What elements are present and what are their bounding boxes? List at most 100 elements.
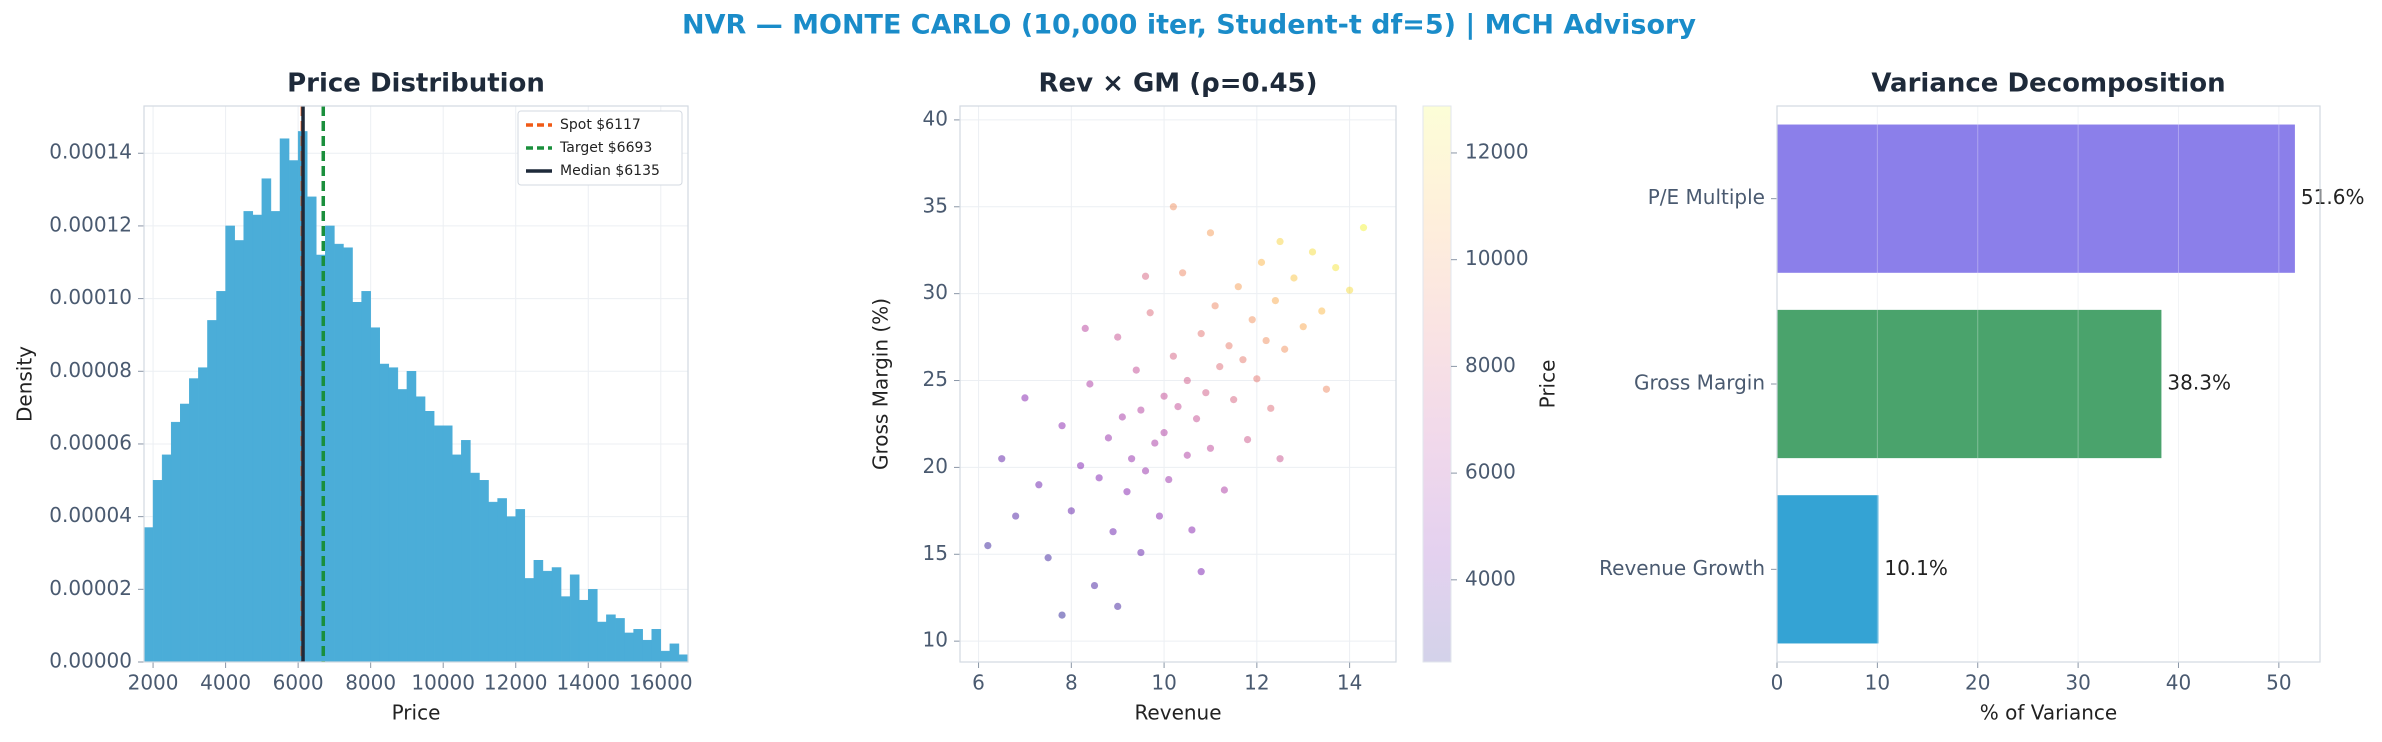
- histogram-bar: [506, 516, 516, 663]
- y-tick-label: 25: [923, 367, 948, 391]
- scatter-point: [1067, 507, 1075, 515]
- plot-frame: [959, 105, 1397, 663]
- y-tick-label: P/E Multiple: [1648, 185, 1765, 209]
- histogram-bar: [343, 247, 353, 663]
- scatter-point: [1206, 229, 1215, 237]
- scatter-point: [1118, 413, 1126, 421]
- x-tick-label: 6000: [273, 671, 324, 695]
- histogram-bar: [234, 240, 244, 663]
- scatter-point: [1267, 404, 1275, 412]
- scatter-point: [1179, 269, 1187, 277]
- scatter-point: [1109, 528, 1117, 536]
- histogram-bar: [216, 291, 226, 663]
- histogram-bar: [470, 472, 480, 663]
- scatter-point: [1206, 444, 1215, 452]
- histogram-bar: [170, 421, 181, 663]
- scatter-point: [1216, 363, 1224, 371]
- x-tick-label: 20: [1965, 671, 1990, 695]
- histogram-bar: [325, 225, 335, 663]
- legend-box: [517, 110, 683, 186]
- histogram-bar: [624, 632, 634, 663]
- x-tick-label: 12: [1244, 671, 1269, 695]
- scatter-point: [1257, 258, 1266, 266]
- y-tick-label: 15: [923, 541, 948, 565]
- histogram-bar: [560, 596, 571, 663]
- histogram-bar: [678, 654, 689, 663]
- x-axis-label: Price: [392, 701, 441, 725]
- scatter-point: [1271, 297, 1280, 305]
- y-tick-label: 0.00008: [49, 358, 132, 382]
- value-label: 38.3%: [2167, 371, 2231, 395]
- histogram-bar: [651, 629, 662, 663]
- histogram-bar: [597, 621, 607, 663]
- scatter-point: [1197, 568, 1205, 576]
- histogram-bar: [433, 425, 444, 663]
- y-tick-label: Gross Margin: [1634, 371, 1765, 395]
- y-tick-label: 20: [923, 454, 948, 478]
- scatter-point: [1276, 455, 1284, 463]
- histogram-bar: [542, 570, 553, 663]
- histogram-bar: [252, 214, 263, 663]
- scatter-point: [1146, 309, 1154, 317]
- chart-title: Price Distribution: [287, 69, 545, 99]
- x-tick-label: 10000: [411, 671, 475, 695]
- histogram-bar: [352, 301, 362, 663]
- y-tick-label: 30: [923, 280, 948, 304]
- histogram-bar: [424, 411, 435, 663]
- histogram-bar: [415, 396, 426, 663]
- histogram-bar: [578, 599, 589, 663]
- scatter-point: [1174, 402, 1182, 411]
- scatter-point: [1169, 352, 1177, 360]
- scatter-point: [1035, 481, 1043, 489]
- legend-label: Spot $6117: [560, 117, 641, 133]
- scatter-point: [1058, 422, 1066, 430]
- y-tick-label: Revenue Growth: [1599, 556, 1765, 580]
- x-tick-label: 40: [2166, 671, 2191, 695]
- histogram-bar: [143, 527, 154, 663]
- scatter-point: [1281, 345, 1289, 353]
- scatter-point: [1141, 467, 1150, 475]
- histogram-bar: [288, 160, 299, 663]
- scatter-point: [1012, 512, 1020, 520]
- scatter-point: [1137, 406, 1145, 414]
- histogram-bar: [569, 574, 580, 663]
- histogram-bar: [642, 639, 652, 663]
- scatter-point: [1308, 248, 1317, 256]
- x-tick-label: 2000: [128, 671, 179, 695]
- histogram-bar: [479, 480, 489, 663]
- histogram-bar: [207, 320, 217, 663]
- scatter-point: [1332, 263, 1340, 272]
- histogram-bar: [452, 454, 462, 663]
- scatter-point: [1230, 396, 1238, 404]
- scatter-point: [1183, 376, 1191, 385]
- histogram-bar: [669, 643, 680, 663]
- scatter-point: [1155, 512, 1164, 520]
- x-tick-label: 6: [972, 671, 985, 695]
- scatter-point: [1197, 330, 1205, 338]
- scatter-point: [1076, 462, 1085, 470]
- scatter-point: [1021, 394, 1029, 402]
- x-axis-label: % of Variance: [1980, 701, 2117, 725]
- colorbar-tick-label: 4000: [1465, 566, 1516, 590]
- bar: [1777, 495, 1879, 644]
- histogram-bar: [261, 178, 272, 663]
- scatter-point: [1346, 286, 1354, 294]
- scatter-point: [1225, 342, 1233, 350]
- scatter-point: [1220, 486, 1228, 494]
- scatter-point: [1188, 526, 1196, 534]
- histogram-bar: [497, 498, 507, 663]
- histogram-bar: [488, 501, 498, 663]
- x-tick-label: 4000: [200, 671, 251, 695]
- plot-frame: [143, 105, 689, 663]
- x-tick-label: 8: [1065, 671, 1078, 695]
- scatter-point: [1243, 436, 1252, 444]
- scatter-point: [1058, 611, 1066, 619]
- chart-title: Variance Decomposition: [1871, 69, 2225, 99]
- scatter-point: [1192, 415, 1201, 423]
- y-tick-label: 35: [923, 193, 948, 217]
- bar: [1777, 309, 2162, 459]
- y-axis-label: Gross Margin (%): [869, 298, 893, 470]
- value-label: 10.1%: [1884, 556, 1948, 580]
- x-tick-label: 12000: [484, 671, 548, 695]
- histogram-bar: [243, 211, 254, 663]
